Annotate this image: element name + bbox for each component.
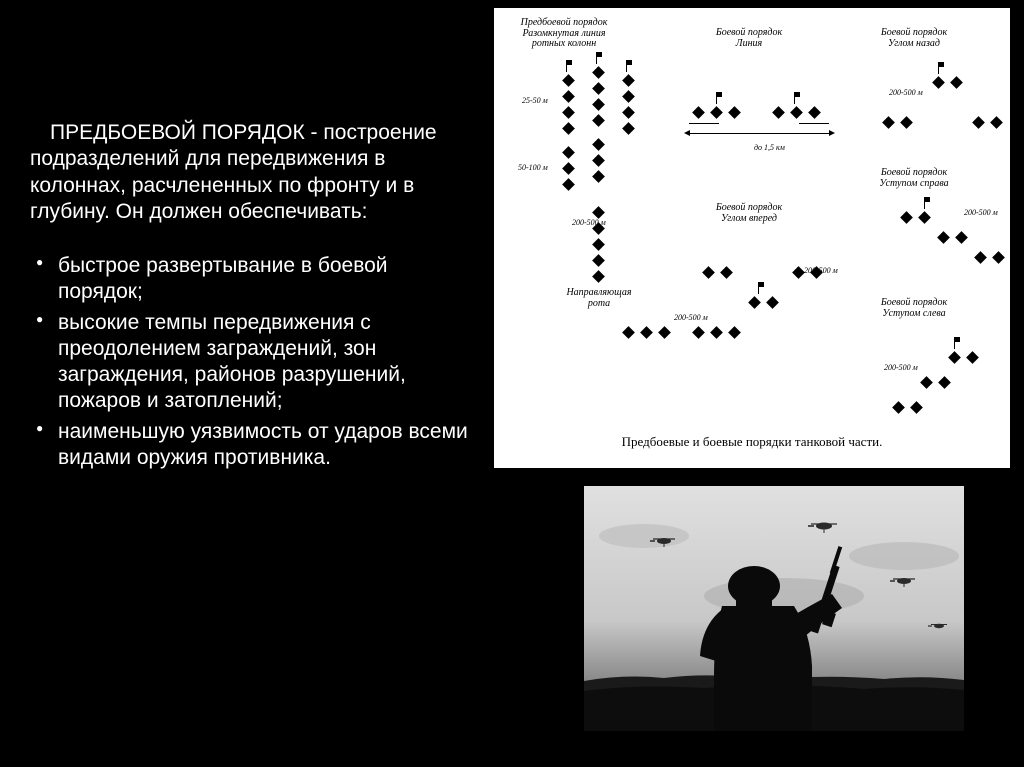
- formation-label: Предбоевой порядок Разомкнутая линия рот…: [514, 18, 614, 50]
- tactical-diagram: Предбоевой порядок Разомкнутая линия рот…: [494, 8, 1010, 468]
- unit-symbol-icon: [748, 296, 761, 309]
- unit-symbol-icon: [658, 326, 671, 339]
- unit-symbol-icon: [702, 266, 715, 279]
- unit-symbol-icon: [766, 296, 779, 309]
- bullet-list: быстрое развертывание в боевой порядок; …: [30, 253, 470, 471]
- unit-symbol-icon: [692, 106, 705, 119]
- measure-label: 200-500 м: [674, 313, 708, 322]
- unit-symbol-icon: [948, 351, 961, 364]
- unit-symbol-icon: [932, 76, 945, 89]
- image-panel: Предбоевой порядок Разомкнутая линия рот…: [490, 0, 1024, 767]
- unit-symbol-icon: [966, 351, 979, 364]
- unit-symbol-icon: [562, 74, 575, 87]
- unit-symbol-icon: [622, 90, 635, 103]
- unit-symbol-icon: [622, 74, 635, 87]
- formation-label: Боевой порядок Углом назад: [864, 28, 964, 49]
- unit-symbol-icon: [938, 376, 951, 389]
- unit-symbol-icon: [562, 178, 575, 191]
- flag-icon: [566, 60, 567, 72]
- unit-symbol-icon: [792, 266, 805, 279]
- measure-label: 25-50 м: [522, 96, 548, 105]
- unit-symbol-icon: [910, 401, 923, 414]
- arrow-head-icon: [684, 130, 690, 136]
- diagram-line: [689, 133, 829, 134]
- unit-symbol-icon: [592, 254, 605, 267]
- list-item: быстрое развертывание в боевой порядок;: [30, 253, 470, 306]
- unit-symbol-icon: [562, 90, 575, 103]
- unit-symbol-icon: [692, 326, 705, 339]
- unit-symbol-icon: [562, 106, 575, 119]
- unit-symbol-icon: [592, 114, 605, 127]
- unit-symbol-icon: [900, 116, 913, 129]
- unit-symbol-icon: [937, 231, 950, 244]
- formation-label: Направляющая рота: [549, 288, 649, 309]
- flag-icon: [758, 282, 759, 294]
- unit-symbol-icon: [592, 170, 605, 183]
- intro-title: ПРЕДБОЕВОЙ ПОРЯДОК -: [50, 121, 323, 144]
- flag-icon: [716, 92, 717, 104]
- unit-symbol-icon: [974, 251, 987, 264]
- text-panel: ПРЕДБОЕВОЙ ПОРЯДОК - построение подразде…: [0, 0, 490, 767]
- unit-symbol-icon: [622, 106, 635, 119]
- unit-symbol-icon: [950, 76, 963, 89]
- unit-symbol-icon: [992, 251, 1005, 264]
- flag-icon: [626, 60, 627, 72]
- unit-symbol-icon: [562, 146, 575, 159]
- unit-symbol-icon: [790, 106, 803, 119]
- flag-icon: [596, 52, 597, 64]
- formation-label: Боевой порядок Линия: [699, 28, 799, 49]
- unit-symbol-icon: [772, 106, 785, 119]
- unit-symbol-icon: [592, 270, 605, 283]
- measure-label: до 1,5 км: [754, 143, 785, 152]
- measure-label: 200-500 м: [884, 363, 918, 372]
- unit-symbol-icon: [640, 326, 653, 339]
- flag-icon: [954, 337, 955, 349]
- list-item: высокие темпы передвижения с преодоление…: [30, 310, 470, 415]
- formation-label: Боевой порядок Уступом справа: [864, 168, 964, 189]
- unit-symbol-icon: [592, 82, 605, 95]
- unit-symbol-icon: [592, 66, 605, 79]
- unit-symbol-icon: [900, 211, 913, 224]
- unit-symbol-icon: [892, 401, 905, 414]
- unit-symbol-icon: [592, 98, 605, 111]
- unit-symbol-icon: [882, 116, 895, 129]
- unit-symbol-icon: [622, 122, 635, 135]
- unit-symbol-icon: [918, 211, 931, 224]
- measure-label: 200-500 м: [964, 208, 998, 217]
- unit-symbol-icon: [720, 266, 733, 279]
- diagram-caption: Предбоевые и боевые порядки танковой час…: [494, 434, 1010, 450]
- flag-icon: [938, 62, 939, 74]
- unit-symbol-icon: [592, 138, 605, 151]
- unit-symbol-icon: [562, 162, 575, 175]
- unit-symbol-icon: [562, 122, 575, 135]
- arrow-head-icon: [829, 130, 835, 136]
- unit-symbol-icon: [592, 206, 605, 219]
- unit-symbol-icon: [592, 154, 605, 167]
- formation-label: Боевой порядок Углом вперед: [699, 203, 799, 224]
- measure-label: 50-100 м: [518, 163, 548, 172]
- unit-symbol-icon: [990, 116, 1003, 129]
- unit-symbol-icon: [808, 106, 821, 119]
- unit-symbol-icon: [622, 326, 635, 339]
- measure-label: 200-500 м: [889, 88, 923, 97]
- unit-symbol-icon: [728, 326, 741, 339]
- diagram-line: [799, 123, 829, 124]
- diagram-line: [689, 123, 719, 124]
- formation-label: Боевой порядок Уступом слева: [864, 298, 964, 319]
- flag-icon: [794, 92, 795, 104]
- unit-symbol-icon: [710, 326, 723, 339]
- unit-symbol-icon: [728, 106, 741, 119]
- unit-symbol-icon: [955, 231, 968, 244]
- unit-symbol-icon: [592, 238, 605, 251]
- soldier-photo: [584, 486, 964, 731]
- unit-symbol-icon: [972, 116, 985, 129]
- unit-symbol-icon: [710, 106, 723, 119]
- unit-symbol-icon: [920, 376, 933, 389]
- intro-paragraph: ПРЕДБОЕВОЙ ПОРЯДОК - построение подразде…: [30, 120, 470, 225]
- photo-svg: [584, 486, 964, 731]
- list-item: наименьшую уязвимость от ударов всеми ви…: [30, 419, 470, 472]
- flag-icon: [924, 197, 925, 209]
